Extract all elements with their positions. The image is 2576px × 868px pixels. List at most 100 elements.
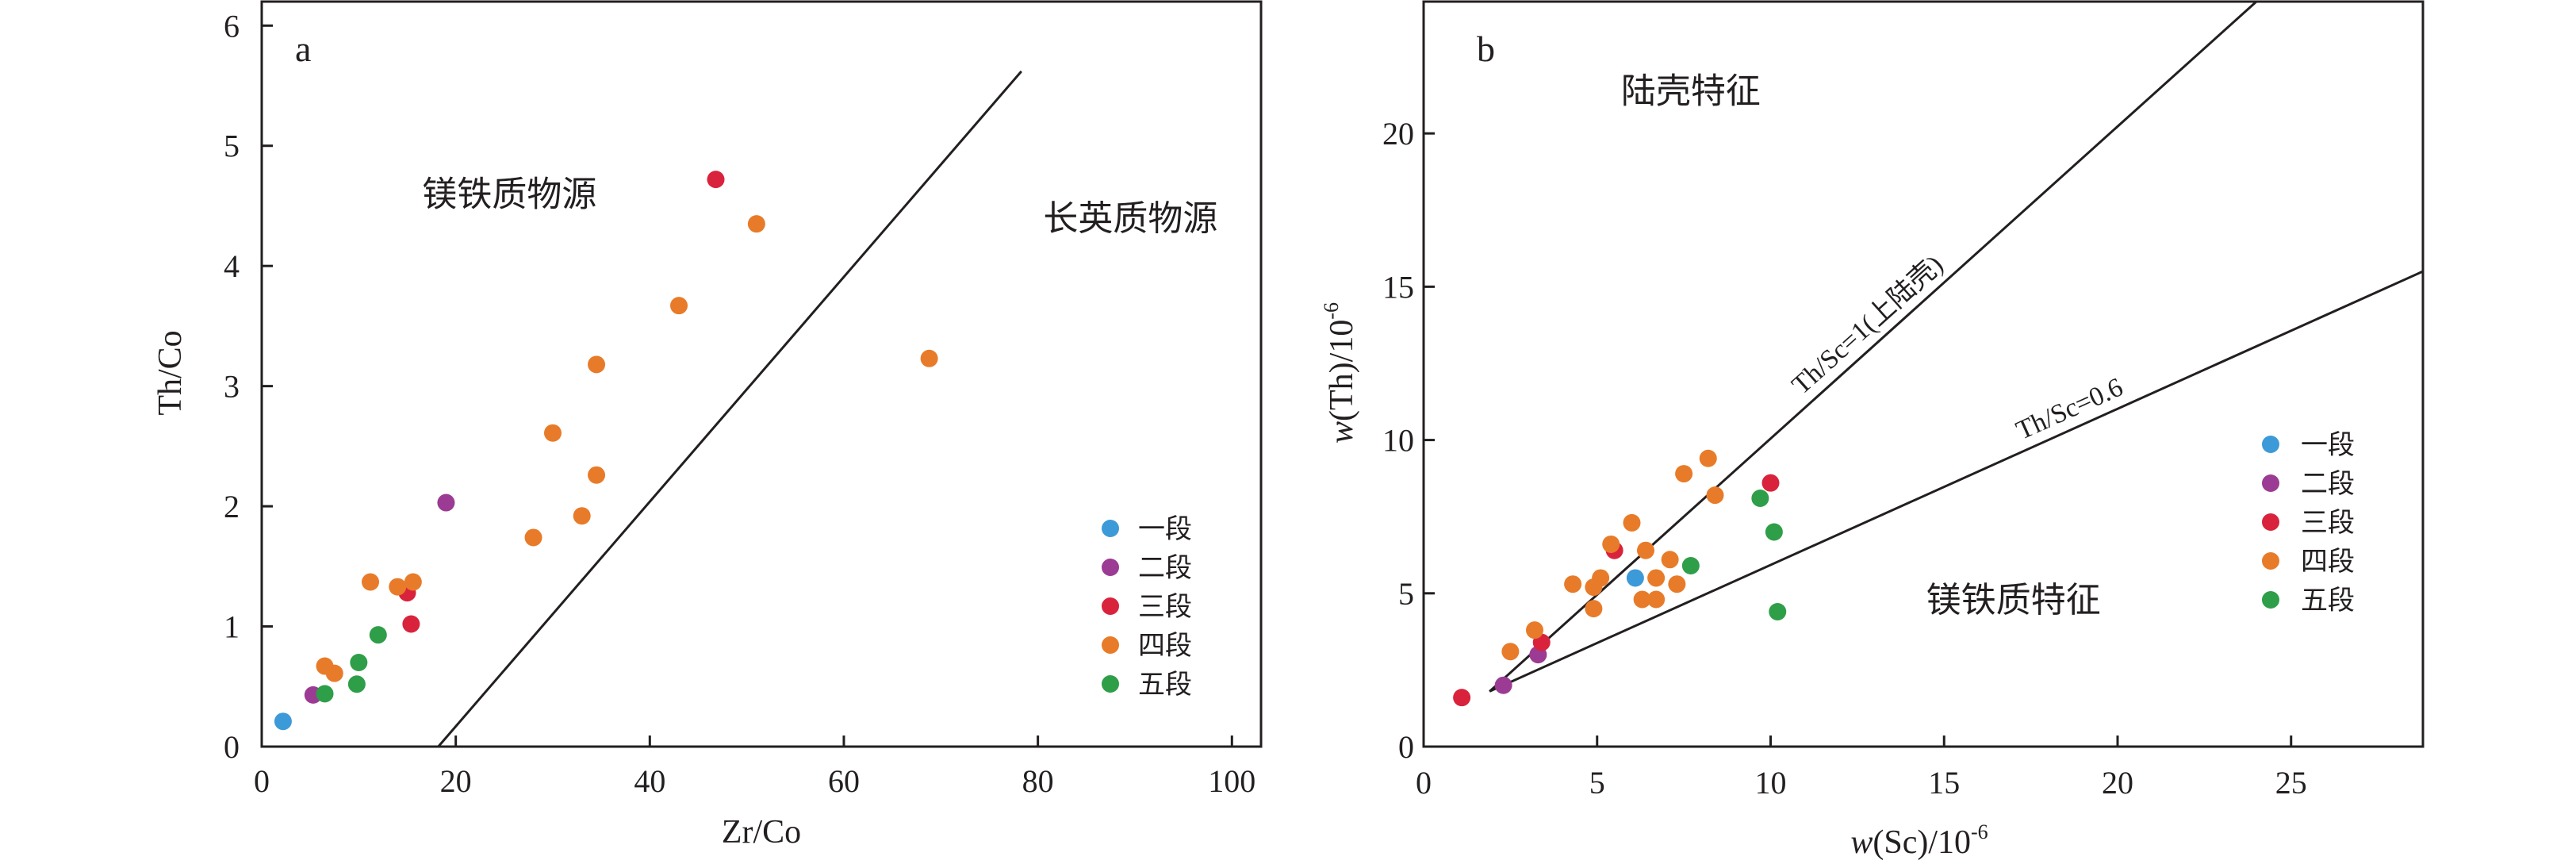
data-point-5: [369, 626, 387, 644]
data-point-4: [1623, 513, 1641, 532]
data-point-4: [404, 573, 422, 591]
legend-label: 一段: [2301, 429, 2355, 461]
data-point-4: [1637, 541, 1654, 559]
x-axis-title-main: (Sc)/10: [1873, 824, 1971, 861]
x-tick-label: 20: [440, 763, 472, 799]
data-point-5: [350, 653, 368, 671]
data-point-4: [1585, 600, 1603, 618]
data-point-4: [1661, 551, 1679, 569]
x-tick-label: 0: [254, 763, 270, 799]
x-tick-label: 15: [1928, 765, 1960, 801]
legend-label: 三段: [2301, 507, 2355, 539]
x-tick-label: 100: [1208, 763, 1255, 799]
reference-line: [1489, 270, 2424, 693]
data-point-4: [1602, 535, 1620, 553]
x-tick-label: 0: [1416, 765, 1432, 801]
data-point-4: [1633, 590, 1651, 609]
legend-marker: [2262, 552, 2279, 570]
y-tick-label: 5: [224, 129, 240, 164]
x-tick-label: 20: [2102, 765, 2133, 801]
x-axis-title: Zr/Co: [722, 814, 801, 851]
y-tick-label: 6: [224, 8, 240, 44]
x-tick-label: 80: [1022, 763, 1054, 799]
legend-label: 五段: [1138, 669, 1192, 701]
data-point-4: [747, 215, 765, 233]
region-label: 镁铁质物源: [422, 174, 596, 214]
region-label: 镁铁质特征: [1926, 580, 2101, 620]
y-tick-label: 15: [1382, 269, 1414, 305]
data-point-1: [1626, 569, 1644, 587]
y-axis-title: w(Th)/10-6: [1320, 302, 1360, 444]
x-axis-title-sup: -6: [1971, 820, 1988, 843]
region-label: 长英质物源: [1043, 198, 1217, 239]
legend-marker: [2262, 591, 2279, 609]
data-point-4: [543, 424, 562, 442]
legend-marker: [1102, 520, 1119, 537]
data-point-4: [325, 664, 343, 682]
panel-a: 0 20 40 60 80 100 0 1 2 3 4 5 6 a Zr/Co Th/Co 镁铁质物源长英质物源…: [152, 0, 1263, 851]
data-point-2: [1494, 676, 1512, 694]
y-tick-label: 2: [224, 489, 240, 524]
y-tick-label: 0: [1398, 729, 1414, 765]
data-point-4: [670, 297, 688, 315]
legend-marker: [1102, 597, 1119, 615]
legend-label: 五段: [2301, 585, 2355, 616]
data-point-4: [1647, 569, 1666, 587]
y-tick-label: 3: [224, 369, 240, 405]
reference-line: [437, 70, 1022, 747]
panel-letter: b: [1477, 29, 1495, 69]
legend-label: 二段: [1138, 552, 1192, 584]
y-tick-label: 10: [1382, 423, 1414, 459]
y-axis-title-prefix: w: [1324, 421, 1360, 444]
x-tick-label: 60: [828, 763, 860, 799]
data-point-3: [707, 171, 725, 189]
data-point-4: [389, 578, 407, 596]
legend-label: 四段: [2301, 546, 2355, 578]
data-point-5: [1765, 523, 1783, 541]
legend-label: 三段: [1138, 591, 1192, 623]
data-point-5: [1769, 602, 1787, 620]
legend-marker: [1102, 636, 1119, 654]
y-axis-title-sup: -6: [1320, 302, 1343, 320]
reference-line-label: Th/Sc=0.6: [2012, 372, 2127, 445]
x-tick-label: 5: [1589, 765, 1605, 801]
data-point-4: [1592, 569, 1610, 587]
reference-line: [1489, 0, 2258, 693]
data-point-4: [1501, 643, 1520, 661]
x-axis-title-prefix: w: [1850, 824, 1873, 861]
plot-frame: [1422, 0, 2425, 748]
legend-label: 四段: [1138, 630, 1192, 662]
data-point-4: [588, 355, 606, 374]
data-point-4: [1526, 621, 1543, 639]
data-point-4: [362, 573, 380, 591]
data-point-2: [437, 494, 455, 512]
legend-label: 一段: [1138, 513, 1192, 545]
data-point-4: [524, 528, 542, 547]
data-point-4: [573, 507, 591, 525]
data-point-4: [588, 466, 606, 484]
data-point-3: [402, 615, 420, 633]
data-point-4: [1647, 590, 1666, 609]
data-point-4: [1675, 465, 1693, 483]
x-axis-title: w(Sc)/10-6: [1850, 820, 1988, 861]
data-point-4: [1699, 449, 1717, 467]
y-axis-title: Th/Co: [152, 330, 189, 415]
x-tick-label: 40: [634, 763, 665, 799]
y-tick-label: 0: [224, 729, 240, 765]
legend-label: 二段: [2301, 468, 2355, 500]
y-tick-label: 4: [224, 248, 240, 284]
region-label: 陆壳特征: [1621, 71, 1761, 112]
y-axis-title-main: (Th)/10: [1324, 320, 1360, 421]
legend-marker: [1102, 559, 1119, 576]
y-tick-label: 5: [1398, 576, 1414, 612]
legend-marker: [2262, 436, 2279, 453]
y-tick-label: 20: [1382, 116, 1414, 152]
data-point-5: [347, 675, 366, 693]
data-point-4: [1668, 575, 1686, 593]
x-tick-label: 10: [1755, 765, 1787, 801]
panel-letter: a: [295, 29, 311, 69]
reference-line-label: Th/Sc=1(上陆壳): [1786, 249, 1949, 400]
legend-marker: [2262, 474, 2279, 492]
